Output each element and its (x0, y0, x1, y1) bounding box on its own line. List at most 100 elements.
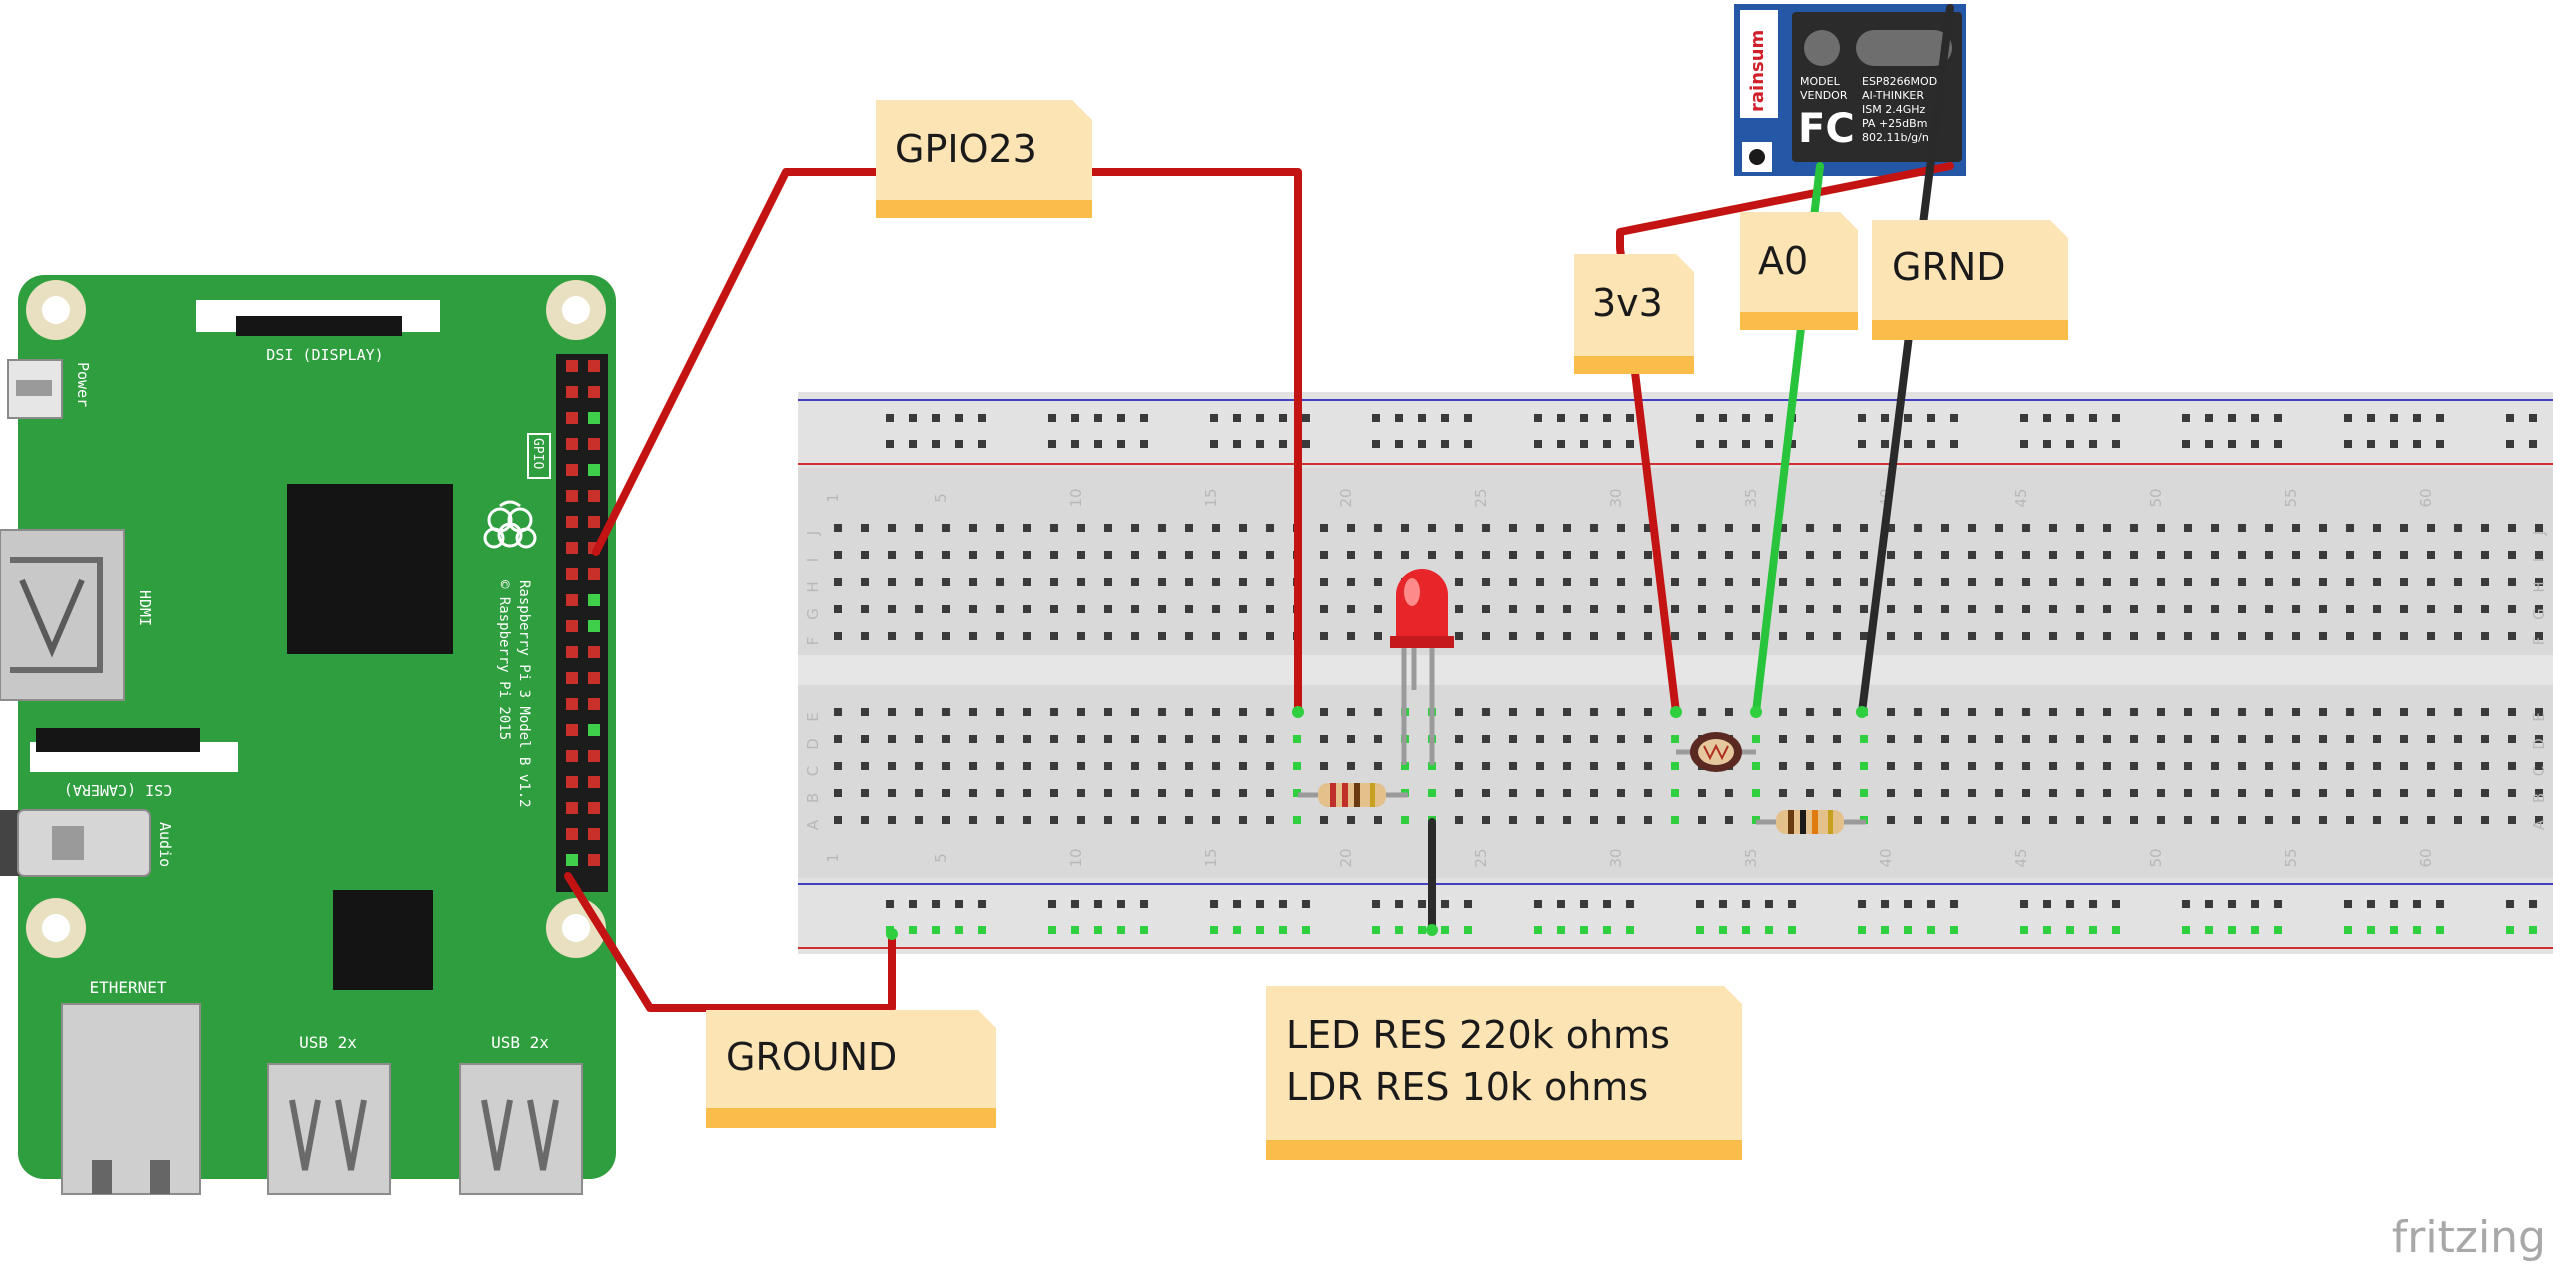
breadboard-hole (2427, 551, 2435, 559)
breadboard-hole (2020, 440, 2028, 448)
breadboard-hole (1995, 632, 2003, 640)
breadboard-hole (2346, 816, 2354, 824)
breadboard-hole (2535, 735, 2543, 743)
breadboard-hole (1881, 440, 1889, 448)
breadboard-hole (1626, 440, 1634, 448)
usb-port-2: USB 2x (459, 1033, 583, 1195)
breadboard-hole (2454, 632, 2462, 640)
breadboard-hole (2076, 789, 2084, 797)
breadboard-hole (2454, 578, 2462, 586)
esp8266-module: rainsum MODEL VENDOR ESP8266MOD AI-THINK… (1734, 4, 1966, 176)
breadboard-hole (1914, 605, 1922, 613)
breadboard-hole (1860, 578, 1868, 586)
breadboard-hole (2043, 900, 2051, 908)
breadboard-hole (2367, 926, 2375, 934)
breadboard-hole (1563, 789, 1571, 797)
gpio-pin (566, 542, 578, 554)
breadboard-hole (861, 551, 869, 559)
breadboard-hole (2211, 735, 2219, 743)
breadboard-hole (1779, 735, 1787, 743)
breadboard-hole (1293, 735, 1301, 743)
breadboard-hole (888, 578, 896, 586)
breadboard-hole (1617, 735, 1625, 743)
breadboard-hole (1347, 735, 1355, 743)
breadboard-hole (1950, 414, 1958, 422)
breadboard-hole (1372, 926, 1380, 934)
breadboard-hole (1185, 762, 1193, 770)
breadboard-hole (1050, 605, 1058, 613)
breadboard-hole (1833, 551, 1841, 559)
breadboard-hole (1266, 708, 1274, 716)
breadboard-hole (861, 578, 869, 586)
breadboard-column-number: 50 (2147, 488, 2165, 507)
breadboard-hole (1833, 708, 1841, 716)
breadboard-hole (1418, 440, 1426, 448)
breadboard-hole (1482, 551, 1490, 559)
breadboard-hole (2184, 762, 2192, 770)
hdmi-label: HDMI (136, 590, 154, 626)
breadboard-hole (2130, 524, 2138, 532)
breadboard-hole (955, 926, 963, 934)
usb-lan-chip (333, 890, 433, 990)
breadboard-hole (2436, 414, 2444, 422)
breadboard-hole (1302, 926, 1310, 934)
breadboard-hole (834, 708, 842, 716)
gpio-pin (588, 568, 600, 580)
breadboard-hole (2427, 816, 2435, 824)
breadboard-hole (2103, 735, 2111, 743)
breadboard-hole (1050, 708, 1058, 716)
breadboard-hole (1131, 762, 1139, 770)
breadboard-hole (1536, 762, 1544, 770)
breadboard-hole (1617, 789, 1625, 797)
breadboard-hole (861, 708, 869, 716)
breadboard-hole (1048, 926, 1056, 934)
breadboard-hole (1536, 789, 1544, 797)
breadboard-column-number: 1 (824, 853, 842, 863)
breadboard-hole (1131, 816, 1139, 824)
breadboard-hole (1563, 735, 1571, 743)
gpio-pin (588, 750, 600, 762)
breadboard-hole (1374, 735, 1382, 743)
breadboard-hole (1266, 735, 1274, 743)
breadboard-hole (2130, 708, 2138, 716)
breadboard-hole (996, 524, 1004, 532)
red-led (1390, 569, 1454, 765)
breadboard-hole (1320, 632, 1328, 640)
breadboard-hole (888, 708, 896, 716)
breadboard-hole (2346, 632, 2354, 640)
breadboard-hole (1725, 551, 1733, 559)
breadboard-hole (2508, 816, 2516, 824)
breadboard-hole (1023, 708, 1031, 716)
breadboard-hole (1617, 632, 1625, 640)
breadboard-hole (888, 816, 896, 824)
breadboard-hole (1158, 632, 1166, 640)
breadboard-hole (1671, 789, 1679, 797)
breadboard-hole (834, 578, 842, 586)
breadboard-hole (2274, 926, 2282, 934)
breadboard-hole (1742, 440, 1750, 448)
breadboard-hole (955, 900, 963, 908)
breadboard-hole (2508, 708, 2516, 716)
breadboard-hole (915, 789, 923, 797)
breadboard-column-number: 25 (1472, 848, 1490, 867)
breadboard-hole (2184, 578, 2192, 586)
breadboard-hole (1752, 789, 1760, 797)
breadboard-hole (1464, 900, 1472, 908)
breadboard-hole (2400, 632, 2408, 640)
breadboard-hole (915, 708, 923, 716)
breadboard-hole (1482, 789, 1490, 797)
breadboard-hole (861, 632, 869, 640)
breadboard-hole (1509, 735, 1517, 743)
breadboard-hole (1644, 735, 1652, 743)
breadboard-hole (2022, 735, 2030, 743)
breadboard-row-letter: B (804, 793, 822, 803)
breadboard-hole (861, 762, 869, 770)
breadboard-hole (1968, 524, 1976, 532)
breadboard-hole (1626, 414, 1634, 422)
breadboard-hole (1788, 440, 1796, 448)
breadboard-hole (861, 524, 869, 532)
breadboard-hole (969, 524, 977, 532)
breadboard-hole (1806, 578, 1814, 586)
breadboard-column-number: 20 (1337, 848, 1355, 867)
breadboard-hole (2076, 735, 2084, 743)
